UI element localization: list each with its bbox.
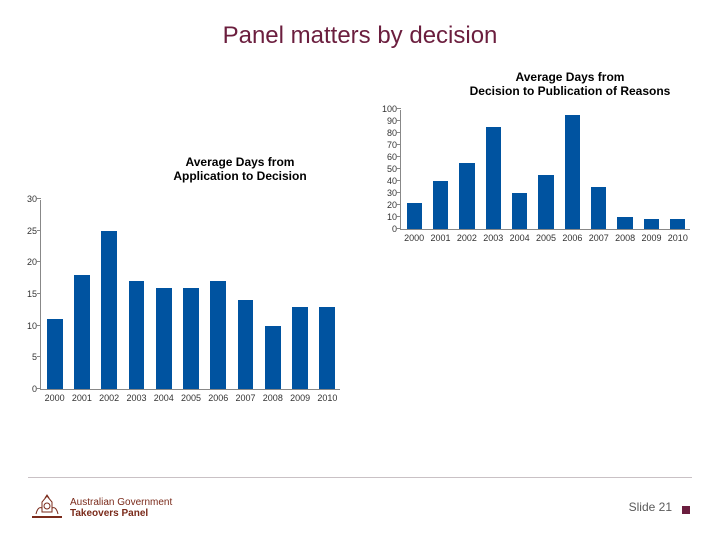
y-axis-tick	[397, 132, 401, 133]
bar	[183, 288, 199, 389]
footer-divider	[28, 477, 692, 478]
x-axis-label: 2009	[290, 389, 310, 403]
y-axis-tick	[397, 144, 401, 145]
bar	[512, 193, 527, 229]
y-axis-label: 0	[32, 384, 41, 394]
y-axis-tick	[37, 325, 41, 326]
logo-line-2: Takeovers Panel	[70, 508, 172, 519]
x-axis-label: 2006	[208, 389, 228, 403]
y-axis-label: 100	[382, 104, 401, 114]
y-axis-label: 25	[27, 226, 41, 236]
x-axis-label: 2006	[562, 229, 582, 243]
y-axis-tick	[37, 388, 41, 389]
y-axis-label: 20	[27, 257, 41, 267]
y-axis-tick	[397, 120, 401, 121]
bar	[47, 319, 63, 389]
bar	[670, 219, 685, 229]
x-axis-label: 2002	[457, 229, 477, 243]
x-axis-label: 2004	[154, 389, 174, 403]
bar	[101, 231, 117, 389]
x-axis-label: 2008	[263, 389, 283, 403]
x-axis-label: 2003	[483, 229, 503, 243]
x-axis-label: 2003	[126, 389, 146, 403]
bar	[74, 275, 90, 389]
bar	[319, 307, 335, 389]
x-axis-label: 2009	[641, 229, 661, 243]
y-axis-label: 80	[387, 128, 401, 138]
bar	[238, 300, 254, 389]
bullet-icon	[682, 506, 690, 514]
page-title: Panel matters by decision	[0, 22, 720, 50]
y-axis-label: 60	[387, 152, 401, 162]
bar	[265, 326, 281, 389]
y-axis-label: 30	[387, 188, 401, 198]
bar	[407, 203, 422, 229]
y-axis-tick	[397, 156, 401, 157]
plot-area-left: 0510152025302000200120022003200420052006…	[40, 200, 340, 390]
x-axis-label: 2001	[431, 229, 451, 243]
logo-line-1: Australian Government	[70, 497, 172, 508]
y-axis-label: 30	[27, 194, 41, 204]
y-axis-label: 10	[387, 212, 401, 222]
x-axis-label: 2000	[45, 389, 65, 403]
y-axis-label: 50	[387, 164, 401, 174]
x-axis-label: 2002	[99, 389, 119, 403]
plot-area-right: 0102030405060708090100200020012002200320…	[400, 110, 690, 230]
bar	[433, 181, 448, 229]
bar	[459, 163, 474, 229]
x-axis-label: 2001	[72, 389, 92, 403]
bar	[591, 187, 606, 229]
x-axis-label: 2004	[510, 229, 530, 243]
bar	[617, 217, 632, 229]
x-axis-label: 2005	[536, 229, 556, 243]
y-axis-tick	[397, 192, 401, 193]
bar	[292, 307, 308, 389]
y-axis-tick	[37, 293, 41, 294]
x-axis-label: 2010	[317, 389, 337, 403]
footer-logo: Australian Government Takeovers Panel	[32, 494, 172, 522]
crest-icon	[32, 494, 62, 522]
chart-title-right: Average Days from Decision to Publicatio…	[440, 70, 700, 98]
y-axis-tick	[37, 230, 41, 231]
logo-text: Australian Government Takeovers Panel	[70, 497, 172, 519]
y-axis-tick	[397, 168, 401, 169]
y-axis-label: 40	[387, 176, 401, 186]
bar	[486, 127, 501, 229]
slide-number: Slide 21	[629, 500, 672, 514]
y-axis-tick	[37, 198, 41, 199]
x-axis-label: 2005	[181, 389, 201, 403]
x-axis-label: 2000	[404, 229, 424, 243]
y-axis-label: 10	[27, 321, 41, 331]
bar	[644, 219, 659, 229]
y-axis-label: 90	[387, 116, 401, 126]
bar	[129, 281, 145, 389]
y-axis-tick	[397, 180, 401, 181]
y-axis-tick	[397, 216, 401, 217]
x-axis-label: 2007	[589, 229, 609, 243]
y-axis-tick	[397, 228, 401, 229]
y-axis-label: 0	[392, 224, 401, 234]
bar	[565, 115, 580, 229]
y-axis-tick	[37, 356, 41, 357]
x-axis-label: 2008	[615, 229, 635, 243]
bar	[156, 288, 172, 389]
chart-title-left: Average Days from Application to Decisio…	[140, 155, 340, 183]
y-axis-label: 70	[387, 140, 401, 150]
y-axis-label: 20	[387, 200, 401, 210]
y-axis-label: 5	[32, 352, 41, 362]
y-axis-tick	[397, 204, 401, 205]
y-axis-tick	[37, 261, 41, 262]
bar	[210, 281, 226, 389]
x-axis-label: 2007	[236, 389, 256, 403]
x-axis-label: 2010	[668, 229, 688, 243]
y-axis-label: 15	[27, 289, 41, 299]
y-axis-tick	[397, 108, 401, 109]
bar	[538, 175, 553, 229]
